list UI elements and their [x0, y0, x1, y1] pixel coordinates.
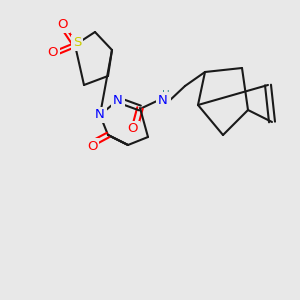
Text: N: N: [158, 94, 168, 106]
Text: O: O: [87, 140, 97, 152]
Text: O: O: [58, 19, 68, 32]
Text: O: O: [128, 122, 138, 136]
Text: S: S: [73, 37, 81, 50]
Text: N: N: [95, 109, 105, 122]
Text: H: H: [162, 90, 170, 100]
Text: O: O: [48, 46, 58, 59]
Text: N: N: [113, 94, 123, 106]
